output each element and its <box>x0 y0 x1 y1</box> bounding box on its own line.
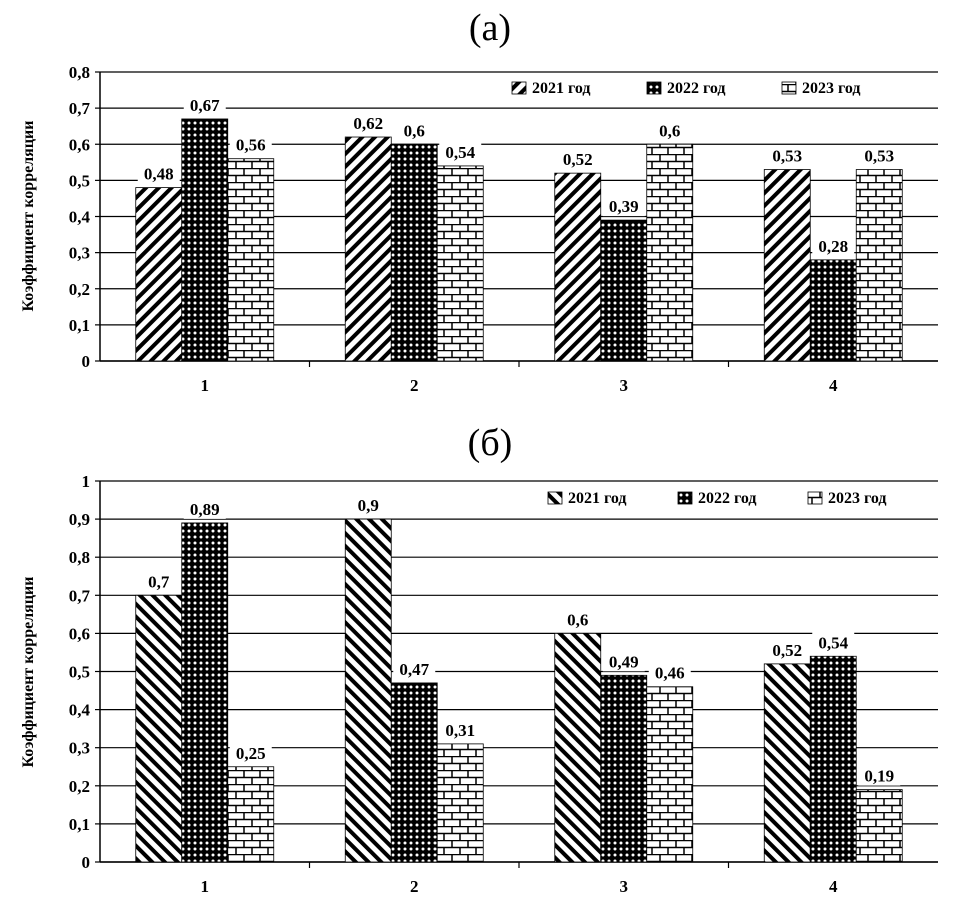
legend-label: 2023 год <box>828 490 887 507</box>
bar-2023 год-4 <box>855 789 903 863</box>
bar-2021 год-2 <box>344 136 392 362</box>
data-label: 0,47 <box>399 660 429 679</box>
data-label: 0,89 <box>190 500 220 519</box>
y-tick-label: 0,5 <box>69 171 90 190</box>
legend-swatch <box>511 81 527 95</box>
panel-b-title: (б) <box>467 422 513 464</box>
data-label: 0,52 <box>772 641 802 660</box>
data-label: 0,56 <box>236 136 266 155</box>
y-tick-label: 0,9 <box>69 510 90 529</box>
data-label: 0,46 <box>655 664 685 683</box>
y-tick-label: 0,8 <box>69 63 90 82</box>
chart-a: 0 0,1 0,2 0,3 0,4 0,5 0,6 0,7 0,8 Коэффициент кор… <box>20 63 938 395</box>
x-tick-label: 2 <box>410 877 419 896</box>
legend-label: 2022 год <box>698 490 757 507</box>
y-tick-label: 0 <box>82 853 91 872</box>
legend-swatch <box>547 491 563 505</box>
bar-2021 год-3 <box>554 633 602 863</box>
x-tick-label: 1 <box>201 877 210 896</box>
x-tick-label: 4 <box>829 376 838 395</box>
bar-2022 год-2 <box>390 682 438 863</box>
y-tick-label: 0,5 <box>69 663 90 682</box>
y-axis-title: Коэффициент корреляции <box>20 577 37 768</box>
data-label: 0,53 <box>772 147 802 166</box>
y-tick-label: 0,7 <box>69 99 91 118</box>
y-tick-label: 0,1 <box>69 316 90 335</box>
legend-label: 2023 год <box>802 80 861 97</box>
data-label: 0,49 <box>609 652 639 671</box>
x-tick-label: 4 <box>829 877 838 896</box>
y-tick-label: 0,2 <box>69 280 90 299</box>
bar-2022 год-2 <box>390 143 438 362</box>
y-tick-label: 0,6 <box>69 624 90 643</box>
y-tick-label: 0,8 <box>69 548 90 567</box>
y-tick-label: 0,2 <box>69 777 90 796</box>
data-label: 0,53 <box>864 147 894 166</box>
x-tick-label: 1 <box>201 376 210 395</box>
bar-2021 год-1 <box>135 594 183 863</box>
y-axis-title: Коэффициент корреляции <box>20 121 37 312</box>
bar-2023 год-4 <box>855 169 903 362</box>
bar-2023 год-3 <box>646 686 694 863</box>
y-tick-label: 0,7 <box>69 586 91 605</box>
bar-2022 год-3 <box>600 674 648 863</box>
bar-2022 год-3 <box>600 219 648 362</box>
x-tick-label: 2 <box>410 376 419 395</box>
data-label: 0,39 <box>609 197 639 216</box>
bar-2022 год-4 <box>809 655 857 863</box>
data-label: 0,62 <box>353 114 383 133</box>
data-label: 0,7 <box>148 572 170 591</box>
y-tick-label: 0,1 <box>69 815 90 834</box>
data-label: 0,52 <box>563 150 593 169</box>
bar-2023 год-2 <box>436 743 484 863</box>
legend-swatch <box>677 491 693 505</box>
legend-swatch <box>781 81 797 95</box>
data-label: 0,6 <box>567 610 588 629</box>
data-label: 0,67 <box>190 96 220 115</box>
data-label: 0,48 <box>144 165 174 184</box>
bar-2023 год-1 <box>227 766 275 863</box>
legend-label: 2021 год <box>568 490 627 507</box>
legend-label: 2021 год <box>532 80 591 97</box>
data-label: 0,25 <box>236 744 266 763</box>
data-label: 0,6 <box>404 121 425 140</box>
bar-2023 год-2 <box>436 165 484 362</box>
panel-a-title: (а) <box>468 7 512 49</box>
data-label: 0,19 <box>864 767 894 786</box>
y-tick-label: 0,4 <box>69 208 91 227</box>
legend-label: 2022 год <box>667 80 726 97</box>
data-label: 0,9 <box>358 496 379 515</box>
y-tick-label: 0,3 <box>69 739 90 758</box>
legend-swatch <box>807 491 823 505</box>
y-tick-label: 0 <box>82 352 91 371</box>
x-tick-label: 3 <box>620 877 629 896</box>
bar-2023 год-1 <box>227 158 275 362</box>
data-label: 0,31 <box>445 721 475 740</box>
legend-swatch <box>646 81 662 95</box>
data-label: 0,54 <box>445 143 475 162</box>
y-tick-label: 1 <box>82 472 91 491</box>
data-label: 0,6 <box>659 121 680 140</box>
data-label: 0,28 <box>818 237 848 256</box>
y-tick-label: 0,3 <box>69 244 90 263</box>
bar-2022 год-1 <box>181 118 229 362</box>
bar-2022 год-1 <box>181 522 229 863</box>
bar-2021 год-4 <box>763 663 811 863</box>
y-tick-label: 0,4 <box>69 701 91 720</box>
bar-2021 год-4 <box>763 169 811 362</box>
bar-2021 год-2 <box>344 518 392 863</box>
data-label: 0,54 <box>818 633 848 652</box>
bar-2021 год-1 <box>135 187 183 362</box>
bar-2023 год-3 <box>646 143 694 362</box>
x-tick-label: 3 <box>620 376 629 395</box>
y-tick-label: 0,6 <box>69 135 90 154</box>
bar-2022 год-4 <box>809 259 857 362</box>
